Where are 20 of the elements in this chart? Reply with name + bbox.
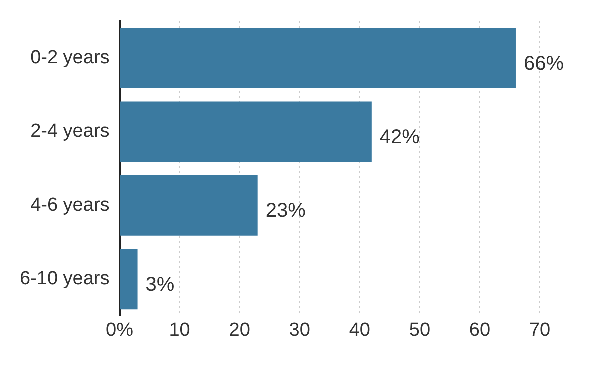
x-tick-label: 0% <box>106 320 134 341</box>
y-tick-label: 4-6 years <box>30 194 110 216</box>
x-tick-label: 20 <box>229 320 250 341</box>
x-tick-label: 70 <box>529 320 551 341</box>
bar <box>120 28 516 88</box>
x-tick-label: 60 <box>469 320 491 341</box>
data-label: 23% <box>266 200 306 222</box>
x-tick-label: 50 <box>409 320 431 341</box>
y-tick-label: 6-10 years <box>20 268 110 290</box>
y-tick-label: 2-4 years <box>30 121 110 142</box>
x-tick-label: 40 <box>349 320 370 341</box>
x-tick-label: 30 <box>289 320 310 341</box>
bar <box>120 175 258 236</box>
data-label: 42% <box>380 126 420 148</box>
bar <box>120 102 372 162</box>
bar <box>120 249 138 310</box>
x-tick-label: 10 <box>169 320 190 341</box>
y-tick-label: 0-2 years <box>30 47 110 68</box>
data-label: 3% <box>146 274 175 296</box>
data-label: 66% <box>524 52 564 75</box>
